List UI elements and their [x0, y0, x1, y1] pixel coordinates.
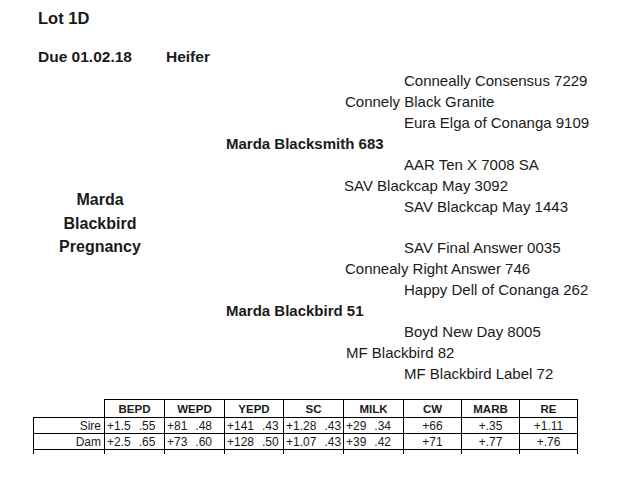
sex-label: Heifer [166, 48, 210, 66]
epd-row-sire: Sire +1.5.55 +81.48 +141.43 +1.28.43 +29… [33, 417, 578, 433]
epd-table: BEPD WEPD YEPD SC MILK CW MARB RE Sire +… [33, 399, 578, 454]
epd-header-row: BEPD WEPD YEPD SC MILK CW MARB RE [33, 399, 578, 417]
epd-dam-marb: +.77 [461, 433, 519, 450]
animal-name-line3: Pregnancy [40, 235, 160, 259]
pedigree-dam-maternal-grandsire-sire: SAV Final Answer 0035 [404, 237, 560, 258]
epd-corner-cell [33, 399, 104, 417]
epd-sire-yepd: +141.43 [224, 417, 283, 433]
epd-row-dam: Dam +2.5.65 +73.60 +128.50 +1.07.43 +39.… [33, 433, 578, 450]
epd-col-re: RE [519, 399, 578, 417]
pedigree-sire-paternal-granddam-dam: SAV Blackcap May 1443 [404, 196, 568, 217]
pedigree-sire-paternal-grandsire: Connely Black Granite [345, 91, 494, 112]
pedigree-sire-paternal-granddam-sire: AAR Ten X 7008 SA [404, 154, 539, 175]
pedigree-dam-maternal-grandsire: Connealy Right Answer 746 [345, 258, 530, 279]
animal-name: Marda Blackbird Pregnancy [40, 188, 160, 259]
epd-dam-milk: +39.42 [343, 433, 403, 450]
epd-col-wepd: WEPD [164, 399, 224, 417]
pedigree-dam-maternal-grandsire-dam: Happy Dell of Conanga 262 [404, 279, 588, 300]
animal-name-line2: Blackbird [40, 212, 160, 236]
epd-col-sc: SC [283, 399, 343, 417]
epd-col-milk: MILK [343, 399, 403, 417]
pedigree-sire-paternal-granddam: SAV Blackcap May 3092 [344, 175, 508, 196]
epd-dam-yepd: +128.50 [224, 433, 283, 450]
epd-sire-cw: +66 [403, 417, 461, 433]
pedigree-sire-paternal-grandsire-dam: Eura Elga of Conanga 9109 [404, 112, 589, 133]
epd-dam-cw: +71 [403, 433, 461, 450]
pedigree-dam-maternal-granddam-dam: MF Blackbird Label 72 [404, 363, 553, 384]
epd-sire-bepd: +1.5.55 [104, 417, 164, 433]
epd-dam-re: +.76 [519, 433, 578, 450]
epd-dam-bepd: +2.5.65 [104, 433, 164, 450]
epd-sire-label: Sire [33, 417, 104, 433]
pedigree-sire-paternal-grandsire-sire: Conneally Consensus 7229 [404, 70, 587, 91]
epd-sire-milk: +29.34 [343, 417, 403, 433]
animal-name-line1: Marda [40, 188, 160, 212]
epd-col-cw: CW [403, 399, 461, 417]
epd-dam-sc: +1.07.43 [283, 433, 343, 450]
pedigree-dam: Marda Blackbird 51 [226, 300, 364, 321]
epd-dam-label: Dam [33, 433, 104, 450]
epd-col-yepd: YEPD [224, 399, 283, 417]
pedigree-dam-maternal-granddam: MF Blackbird 82 [346, 342, 454, 363]
epd-border-ticks [33, 450, 578, 454]
due-date: Due 01.02.18 [38, 48, 132, 66]
epd-dam-wepd: +73.60 [164, 433, 224, 450]
pedigree-dam-maternal-granddam-sire: Boyd New Day 8005 [404, 321, 541, 342]
epd-col-bepd: BEPD [104, 399, 164, 417]
pedigree-sire: Marda Blacksmith 683 [226, 133, 384, 154]
epd-sire-wepd: +81.48 [164, 417, 224, 433]
epd-sire-re: +1.11 [519, 417, 578, 433]
epd-sire-marb: +.35 [461, 417, 519, 433]
epd-sire-sc: +1.28.43 [283, 417, 343, 433]
lot-title: Lot 1D [38, 9, 89, 28]
epd-col-marb: MARB [461, 399, 519, 417]
